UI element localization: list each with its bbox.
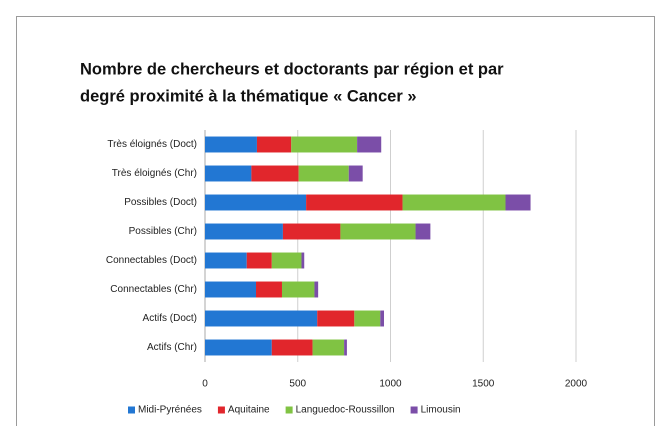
chart-title: degré proximité à la thématique « Cancer… bbox=[80, 87, 417, 105]
bar-segment bbox=[340, 223, 416, 240]
bar-segment bbox=[314, 281, 319, 298]
y-tick-label: Actifs (Chr) bbox=[147, 342, 197, 353]
bar-segment bbox=[205, 252, 247, 269]
bar-segment bbox=[344, 339, 347, 356]
bar-segment bbox=[256, 281, 282, 298]
bar-segment bbox=[271, 339, 313, 356]
y-tick-label: Connectables (Doct) bbox=[106, 255, 197, 266]
y-tick-label: Très éloignés (Doct) bbox=[107, 139, 197, 150]
bar-segment bbox=[306, 194, 403, 211]
bar-segment bbox=[205, 223, 283, 240]
bar-segment bbox=[317, 310, 355, 327]
legend-swatch bbox=[410, 406, 418, 414]
bar-segment bbox=[205, 194, 307, 211]
bar-segment bbox=[281, 281, 315, 298]
y-tick-label: Possibles (Doct) bbox=[124, 197, 197, 208]
x-tick-label: 1500 bbox=[472, 379, 495, 390]
y-tick-label: Possibles (Chr) bbox=[129, 226, 197, 237]
bar-segment bbox=[282, 223, 341, 240]
legend-label: Aquitaine bbox=[228, 405, 270, 416]
bar-segment bbox=[380, 310, 385, 327]
frame bbox=[16, 16, 655, 431]
x-tick-label: 2000 bbox=[565, 379, 588, 390]
bar-segment bbox=[205, 136, 257, 153]
bar-segment bbox=[402, 194, 506, 211]
bar-segment bbox=[205, 165, 252, 182]
legend-label: Midi-Pyrénées bbox=[138, 405, 202, 416]
bar-segment bbox=[251, 165, 299, 182]
bar-segment bbox=[205, 281, 257, 298]
bar-segment bbox=[246, 252, 272, 269]
x-tick-label: 1000 bbox=[379, 379, 402, 390]
bar-segment bbox=[354, 310, 381, 327]
bar-segment bbox=[205, 310, 318, 327]
bar-segment bbox=[271, 252, 302, 269]
bar-segment bbox=[256, 136, 292, 153]
legend-swatch bbox=[285, 406, 293, 414]
y-tick-label: Actifs (Doct) bbox=[143, 313, 197, 324]
bar-segment bbox=[312, 339, 345, 356]
bar-segment bbox=[348, 165, 363, 182]
bar-segment bbox=[291, 136, 358, 153]
y-tick-label: Très éloignés (Chr) bbox=[112, 168, 197, 179]
x-tick-label: 500 bbox=[289, 379, 306, 390]
chart-title: Nombre de chercheurs et doctorants par r… bbox=[80, 60, 504, 78]
legend-label: Languedoc-Roussillon bbox=[296, 405, 395, 416]
bar-segment bbox=[298, 165, 349, 182]
bar-segment bbox=[415, 223, 431, 240]
bar-segment bbox=[205, 339, 272, 356]
bar-segment bbox=[301, 252, 305, 269]
bar-segment bbox=[505, 194, 531, 211]
legend-swatch bbox=[128, 406, 135, 414]
x-tick-label: 0 bbox=[202, 379, 208, 390]
y-tick-label: Connectables (Chr) bbox=[110, 284, 197, 295]
bar-segment bbox=[357, 136, 382, 153]
legend-swatch bbox=[217, 406, 225, 414]
legend-label: Limousin bbox=[421, 405, 461, 416]
